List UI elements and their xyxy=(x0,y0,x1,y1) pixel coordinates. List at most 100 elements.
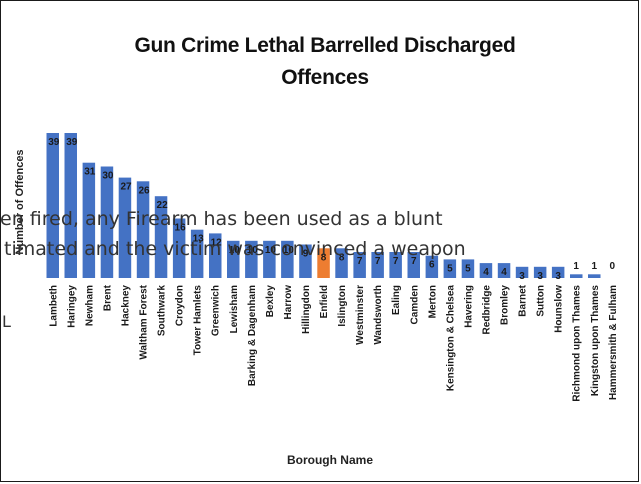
data-label-harrow: 10 xyxy=(283,245,295,256)
data-label-lambeth: 39 xyxy=(48,137,60,148)
data-label-redbridge: 4 xyxy=(483,267,489,278)
bar-hillingdon xyxy=(299,244,312,278)
data-label-richmond-upon-thames: 1 xyxy=(573,261,579,272)
category-label-kingston-upon-thames: Kingston upon Thames xyxy=(590,285,601,397)
data-label-hackney: 27 xyxy=(120,182,132,193)
category-label-haringey: Haringey xyxy=(66,285,77,328)
bar-islington xyxy=(335,248,348,278)
data-label-lewisham: 10 xyxy=(229,245,241,256)
bar-kingston-upon-thames xyxy=(588,274,601,278)
data-label-enfield: 8 xyxy=(321,252,327,263)
category-label-hounslow: Hounslow xyxy=(554,285,565,333)
bar-haringey xyxy=(64,133,77,278)
x-axis-title: Borough Name xyxy=(286,453,373,467)
category-label-southwark: Southwark xyxy=(157,285,168,337)
category-label-greenwich: Greenwich xyxy=(211,285,222,336)
category-label-croydon: Croydon xyxy=(175,285,186,326)
data-label-bexley: 10 xyxy=(265,245,277,256)
bar-newham xyxy=(82,162,96,278)
category-label-brent: Brent xyxy=(102,284,113,311)
category-label-hackney: Hackney xyxy=(120,285,131,327)
bar-ealing xyxy=(389,252,402,278)
bar-camden xyxy=(407,252,420,278)
data-label-greenwich: 12 xyxy=(211,237,223,248)
category-label-barnet: Barnet xyxy=(518,284,529,316)
bar-westminster xyxy=(353,252,366,278)
data-label-kingston-upon-thames: 1 xyxy=(592,261,598,272)
data-label-havering: 5 xyxy=(465,263,471,274)
category-label-lewisham: Lewisham xyxy=(229,285,240,333)
category-label-kensington-chelsea: Kensington & Chelsea xyxy=(445,285,456,392)
category-label-bexley: Bexley xyxy=(265,285,276,318)
data-label-bromley: 4 xyxy=(501,267,507,278)
data-label-waltham-forest: 26 xyxy=(138,185,150,196)
bar-sutton xyxy=(533,266,547,278)
overlay-text-line-2: timated and the victim was convinced a w… xyxy=(4,238,466,260)
category-label-wandsworth: Wandsworth xyxy=(373,285,384,345)
bar-southwark xyxy=(154,196,168,278)
data-label-newham: 31 xyxy=(84,167,96,178)
category-label-harrow: Harrow xyxy=(283,285,294,320)
bar-kensington-chelsea xyxy=(443,259,457,278)
bar-redbridge xyxy=(479,263,493,278)
data-label-merton: 6 xyxy=(429,260,435,271)
bar-barnet xyxy=(515,266,529,278)
data-label-islington: 8 xyxy=(339,252,345,263)
bar-lewisham xyxy=(227,240,240,278)
data-label-barking-dagenham: 10 xyxy=(247,245,259,256)
bar-wandsworth xyxy=(371,252,384,278)
category-label-sutton: Sutton xyxy=(536,285,547,317)
category-label-islington: Islington xyxy=(337,285,348,327)
bar-merton xyxy=(425,255,439,278)
bar-enfield xyxy=(317,248,330,278)
bar-croydon xyxy=(172,218,186,278)
chart-title: Gun Crime Lethal Barrelled Discharged Of… xyxy=(134,34,516,89)
category-label-hillingdon: Hillingdon xyxy=(301,285,312,334)
category-label-merton: Merton xyxy=(427,285,438,318)
overlay-text-line-1: en fired, any Firearm has been used as a… xyxy=(0,208,443,230)
category-label-tower-hamlets: Tower Hamlets xyxy=(193,285,204,356)
category-label-redbridge: Redbridge xyxy=(482,285,493,335)
category-label-enfield: Enfield xyxy=(319,285,330,318)
category-label-waltham-forest: Waltham Forest xyxy=(139,284,150,359)
bar-barking-dagenham xyxy=(245,240,258,278)
category-label-lambeth: Lambeth xyxy=(48,285,59,327)
category-label-camden: Camden xyxy=(409,285,420,324)
category-label-richmond-upon-thames: Richmond upon Thames xyxy=(572,285,583,402)
data-label-camden: 7 xyxy=(411,256,417,267)
bar-hounslow xyxy=(551,266,565,278)
bar-greenwich xyxy=(209,233,222,278)
bar-harrow xyxy=(281,240,294,278)
data-label-barnet: 3 xyxy=(519,271,525,282)
data-label-hammersmith-fulham: 0 xyxy=(610,261,616,272)
data-label-hillingdon: 9 xyxy=(303,249,309,260)
category-label-ealing: Ealing xyxy=(391,285,402,315)
data-label-kensington-chelsea: 5 xyxy=(447,263,453,274)
category-label-havering: Havering xyxy=(463,285,474,328)
data-label-hounslow: 3 xyxy=(555,271,561,282)
data-label-croydon: 16 xyxy=(175,223,187,234)
data-label-sutton: 3 xyxy=(537,271,543,282)
category-label-newham: Newham xyxy=(84,285,95,326)
bar-bexley xyxy=(263,240,276,278)
data-label-tower-hamlets: 13 xyxy=(193,234,205,245)
bar-hackney xyxy=(118,177,132,278)
bar-bromley xyxy=(497,263,511,278)
bar-havering xyxy=(461,259,475,278)
data-label-wandsworth: 7 xyxy=(375,256,381,267)
bar-tower-hamlets xyxy=(190,229,204,278)
bar-brent xyxy=(100,166,114,278)
category-label-barking-dagenham: Barking & Dagenham xyxy=(247,285,258,386)
bar-waltham-forest xyxy=(136,181,150,278)
bar-richmond-upon-thames xyxy=(570,274,583,278)
data-label-southwark: 22 xyxy=(157,200,169,211)
bar-lambeth xyxy=(46,133,59,278)
data-label-westminster: 7 xyxy=(357,256,363,267)
data-label-ealing: 7 xyxy=(393,256,399,267)
category-label-bromley: Bromley xyxy=(500,285,511,325)
data-label-haringey: 39 xyxy=(66,137,78,148)
category-label-westminster: Westminster xyxy=(355,285,366,345)
category-label-hammersmith-fulham: Hammersmith & Fulham xyxy=(608,285,619,400)
data-label-brent: 30 xyxy=(102,171,114,182)
